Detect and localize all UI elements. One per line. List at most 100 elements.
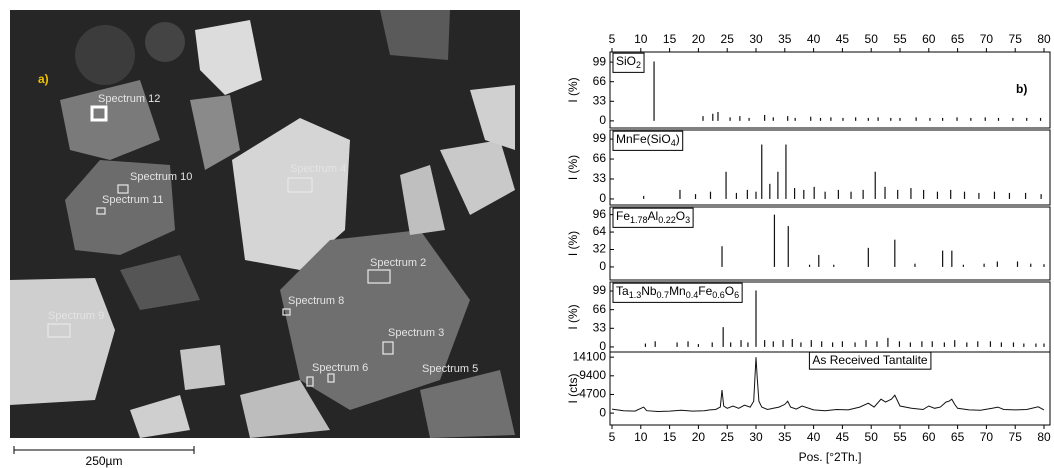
spectrum-label: Spectrum 6	[312, 362, 368, 374]
x-tick-label: 35	[778, 430, 792, 444]
y-axis-title: I (%)	[566, 231, 580, 256]
spectrum-label: Spectrum 5	[422, 363, 478, 375]
label-part: Mn	[669, 284, 686, 298]
label-part: Fe	[698, 284, 712, 298]
spectrum-label: Spectrum 3	[388, 327, 444, 339]
phase-label: As Received Tantalite	[812, 353, 928, 367]
x-tick-label: 25	[721, 430, 735, 444]
label-box	[612, 207, 694, 228]
y-tick-label: 99	[593, 131, 607, 145]
spectrum-label: Spectrum 4	[290, 163, 346, 175]
x-tick-label: 40	[807, 32, 821, 46]
x-tick-label: 55	[893, 32, 907, 46]
x-tick-label: 75	[1009, 32, 1023, 46]
x-axis-title: Pos. [°2Th.]	[799, 450, 862, 464]
y-axis-title: I (%)	[566, 304, 580, 329]
label-part: 6	[734, 290, 739, 300]
spectrum-label: Spectrum 12	[98, 93, 160, 105]
y-tick-label: 33	[593, 171, 607, 185]
spectrum-label: Spectrum 11	[102, 194, 164, 206]
label-part: 1.3	[629, 290, 642, 300]
y-tick-label: 0	[599, 259, 606, 273]
y-tick-label: 66	[593, 151, 607, 165]
x-tick-label: 80	[1037, 430, 1051, 444]
label-part: )	[676, 132, 680, 146]
y-tick-label: 14100	[573, 349, 607, 363]
y-tick-label: 99	[593, 283, 607, 297]
label-part: Ta	[616, 284, 629, 298]
label-part: 0.7	[657, 290, 670, 300]
x-tick-label: 70	[980, 430, 994, 444]
label-part: 3	[685, 215, 690, 225]
y-tick-label: 96	[593, 207, 607, 221]
x-tick-label: 45	[836, 430, 850, 444]
x-tick-label: 10	[634, 32, 648, 46]
label-part: 0.22	[658, 215, 676, 225]
y-tick-label: 33	[593, 320, 607, 334]
panel-label: a)	[38, 72, 49, 86]
y-axis-title: I (%)	[566, 155, 580, 180]
y-axis-title: I (cts)	[566, 374, 580, 404]
label-part: 4	[671, 138, 676, 148]
x-tick-label: 35	[778, 32, 792, 46]
label-part: O	[676, 209, 685, 223]
x-tick-label: 55	[893, 430, 907, 444]
y-tick-label: 99	[593, 54, 607, 68]
panel-frame	[609, 206, 1051, 281]
sem-image: a) Spectrum 12 Spectrum 10 Spectrum 11 S…	[10, 10, 520, 438]
x-tick-label: 40	[807, 430, 821, 444]
y-tick-label: 66	[593, 302, 607, 316]
y-tick-label: 33	[593, 93, 607, 107]
y-tick-label: 4700	[579, 387, 606, 401]
phase-label: SiO2	[616, 54, 641, 70]
phase-label: Ta1.3Nb0.7Mn0.4Fe0.6O6	[616, 284, 739, 300]
label-part: 2	[636, 60, 641, 70]
label-part: Fe	[616, 209, 630, 223]
x-tick-label: 5	[609, 32, 616, 46]
spectrum-label: Spectrum 9	[48, 310, 104, 322]
x-tick-label: 10	[634, 430, 648, 444]
y-tick-label: 32	[593, 242, 607, 256]
label-part: MnFe(SiO	[616, 132, 671, 146]
pattern-line	[611, 357, 1045, 413]
y-tick-label: 0	[599, 405, 606, 419]
panel-frame	[609, 129, 1051, 206]
x-tick-label: 65	[951, 430, 965, 444]
x-tick-label: 15	[663, 430, 677, 444]
x-tick-label: 25	[721, 32, 735, 46]
x-tick-label: 15	[663, 32, 677, 46]
y-tick-label: 64	[593, 224, 607, 238]
label-box	[612, 52, 645, 73]
x-tick-label: 70	[980, 32, 994, 46]
phase-label: Fe1.78Al0.22O3	[616, 209, 690, 225]
label-part: 1.78	[630, 215, 648, 225]
scale-bar-label: 250µm	[86, 454, 123, 468]
label-part: Al	[648, 209, 659, 223]
x-tick-label: 50	[865, 430, 879, 444]
label-part: Nb	[641, 284, 657, 298]
x-tick-label: 80	[1037, 32, 1051, 46]
label-box	[808, 351, 932, 370]
x-tick-label: 5	[609, 430, 616, 444]
spectrum-label: Spectrum 10	[130, 171, 192, 183]
x-tick-label: 45	[836, 32, 850, 46]
label-part: As Received Tantalite	[812, 353, 928, 367]
y-tick-label: 0	[599, 113, 606, 127]
x-tick-label: 20	[692, 430, 706, 444]
x-tick-label: 75	[1009, 430, 1023, 444]
x-tick-label: 30	[749, 430, 763, 444]
y-tick-label: 0	[599, 191, 606, 205]
x-tick-label: 65	[951, 32, 965, 46]
phase-label: MnFe(SiO4)	[616, 132, 680, 148]
x-tick-label: 20	[692, 32, 706, 46]
label-box	[612, 130, 684, 151]
x-tick-label: 30	[749, 32, 763, 46]
label-part: 0.4	[686, 290, 699, 300]
y-tick-label: 66	[593, 74, 607, 88]
label-part: O	[725, 284, 734, 298]
x-tick-label: 50	[865, 32, 879, 46]
spectrum-label: Spectrum 2	[370, 257, 426, 269]
y-axis-title: I (%)	[566, 77, 580, 102]
label-part: 0.6	[712, 290, 725, 300]
